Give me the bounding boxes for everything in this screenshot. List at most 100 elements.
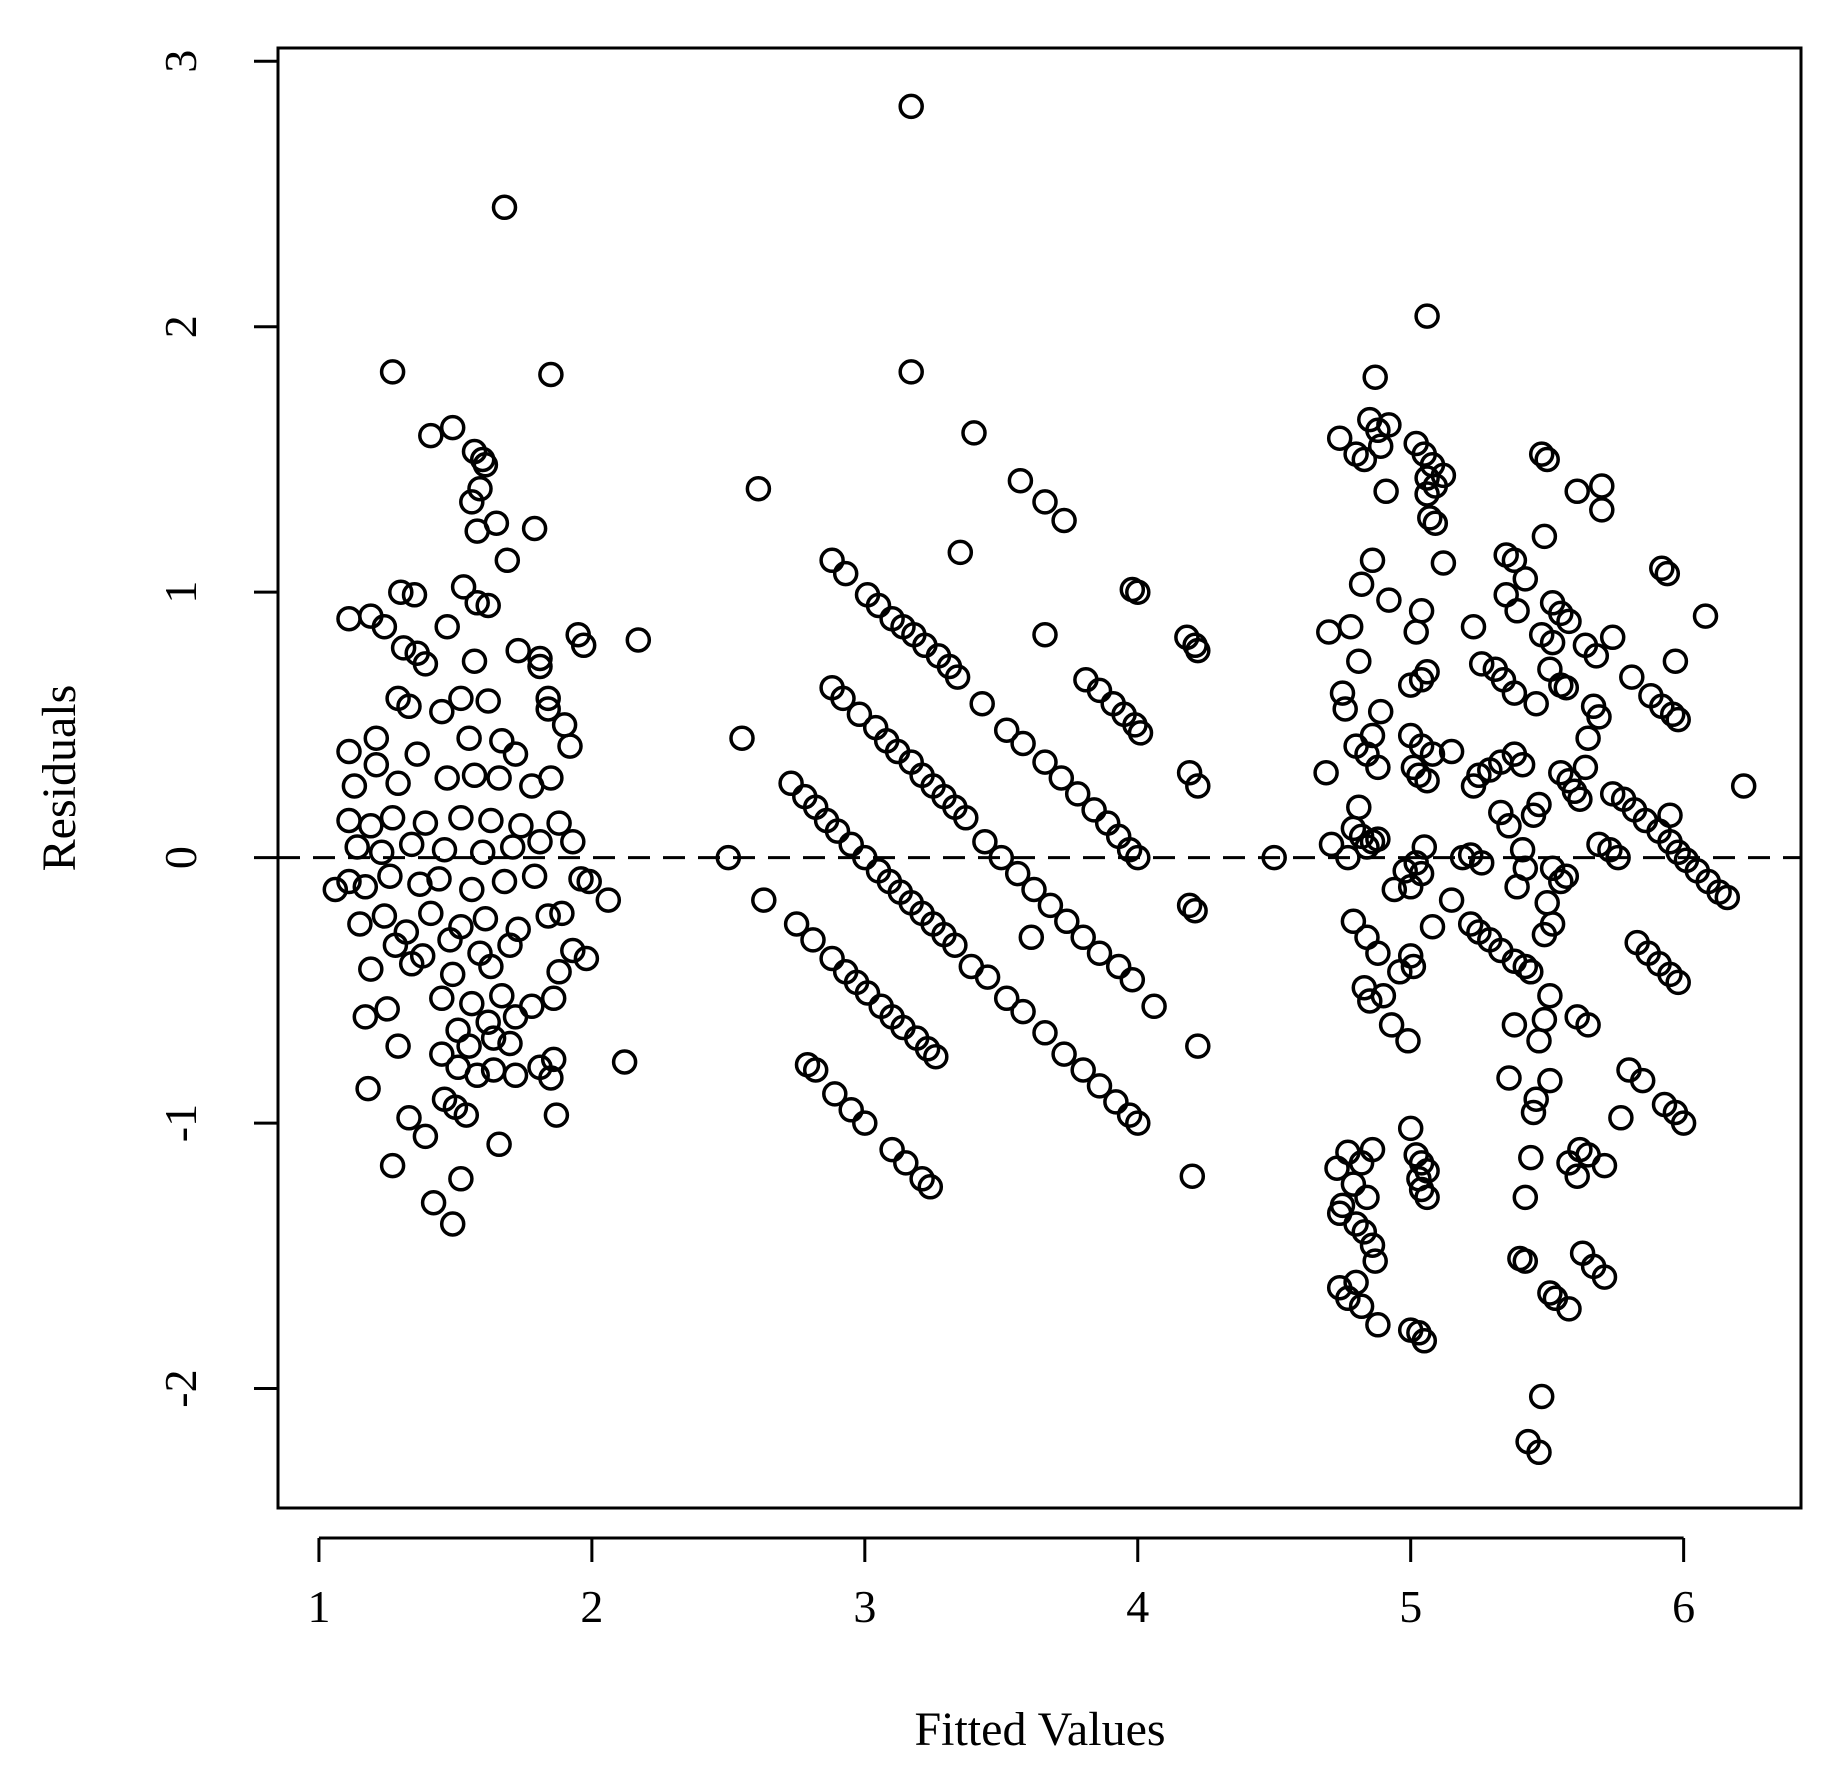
data-point: [489, 982, 515, 1009]
data-point: [538, 765, 564, 791]
data-point: [472, 905, 499, 932]
data-point: [377, 863, 403, 889]
data-point: [751, 887, 777, 913]
data-point: [1419, 741, 1446, 767]
data-point: [1365, 940, 1391, 966]
data-point: [439, 414, 466, 441]
data-point: [1018, 924, 1045, 951]
data-point: [1512, 953, 1539, 980]
data-point: [1531, 1006, 1558, 1033]
data-point: [549, 900, 575, 927]
data-point: [1619, 664, 1645, 690]
data-point: [1534, 890, 1560, 916]
data-point: [953, 805, 979, 831]
data-point: [969, 690, 995, 717]
data-point: [546, 959, 572, 985]
data-point: [546, 810, 572, 836]
data-point: [491, 868, 518, 895]
data-point: [1460, 613, 1487, 640]
y-tick-label: -2: [155, 1369, 206, 1407]
data-point: [1665, 706, 1691, 733]
data-point: [898, 359, 924, 385]
data-point: [448, 1166, 474, 1192]
data-point: [363, 725, 390, 751]
data-point: [1176, 892, 1203, 919]
data-point: [456, 1033, 482, 1059]
data-point: [819, 547, 845, 574]
data-point: [595, 887, 622, 913]
data-point: [1004, 860, 1031, 887]
data-point: [944, 664, 971, 690]
data-point: [1037, 892, 1064, 919]
data-point: [1659, 701, 1686, 728]
data-point: [396, 1105, 422, 1131]
data-point: [1411, 1328, 1438, 1354]
data-point: [371, 613, 398, 640]
data-point: [540, 1046, 567, 1073]
data-point: [1537, 1067, 1563, 1094]
data-point: [1496, 1065, 1522, 1091]
y-tick-label: -1: [155, 1104, 206, 1142]
data-point: [352, 874, 379, 900]
data-point: [521, 863, 548, 889]
data-point: [426, 866, 452, 892]
data-point: [1127, 720, 1154, 746]
data-point: [445, 1017, 471, 1043]
y-axis-title: Residuals: [33, 685, 86, 872]
data-point: [1670, 1110, 1697, 1136]
data-point: [1032, 1020, 1058, 1046]
data-point: [854, 980, 881, 1006]
data-point: [472, 452, 499, 478]
data-point: [1086, 940, 1113, 966]
data-point: [461, 648, 488, 674]
data-point: [1589, 497, 1615, 523]
data-point: [1422, 473, 1449, 499]
data-point: [398, 951, 425, 977]
data-point: [1657, 961, 1683, 988]
data-point: [1417, 505, 1443, 531]
data-point: [1332, 696, 1358, 722]
data-point: [322, 876, 349, 903]
data-point: [1548, 868, 1574, 895]
data-point: [1007, 467, 1034, 494]
data-point: [1051, 1041, 1077, 1067]
data-point: [502, 1062, 529, 1089]
data-point: [363, 751, 390, 778]
data-point: [1395, 1028, 1421, 1054]
data-point: [1583, 643, 1610, 669]
data-point: [1509, 836, 1536, 863]
data-point: [336, 807, 362, 834]
data-point: [461, 762, 488, 789]
data-point: [893, 1150, 919, 1176]
data-point: [1575, 1012, 1601, 1038]
data-point: [1468, 651, 1495, 677]
data-point: [573, 945, 600, 972]
data-point: [1032, 489, 1058, 515]
data-point: [1340, 908, 1367, 935]
data-point: [1504, 874, 1530, 900]
data-point: [1553, 674, 1580, 701]
data-point: [1362, 364, 1388, 390]
data-point: [486, 765, 512, 791]
data-point: [560, 828, 586, 855]
data-point: [412, 810, 439, 836]
data-point: [379, 1152, 406, 1179]
data-point: [1348, 1293, 1375, 1320]
data-point: [1523, 690, 1549, 717]
data-point: [1378, 1012, 1405, 1038]
data-point: [459, 876, 485, 903]
data-point: [852, 844, 878, 871]
data-point: [1365, 1312, 1391, 1338]
data-point: [1125, 844, 1151, 871]
data-point: [1105, 953, 1132, 980]
data-point: [358, 813, 384, 839]
data-point: [1185, 773, 1211, 799]
data-point: [1397, 943, 1424, 969]
data-point: [611, 1049, 638, 1075]
data-point: [1692, 603, 1719, 629]
data-point: [1414, 767, 1440, 794]
data-point: [480, 1025, 507, 1051]
data-point: [502, 741, 529, 767]
data-point: [450, 574, 477, 600]
data-point: [1523, 1086, 1549, 1112]
